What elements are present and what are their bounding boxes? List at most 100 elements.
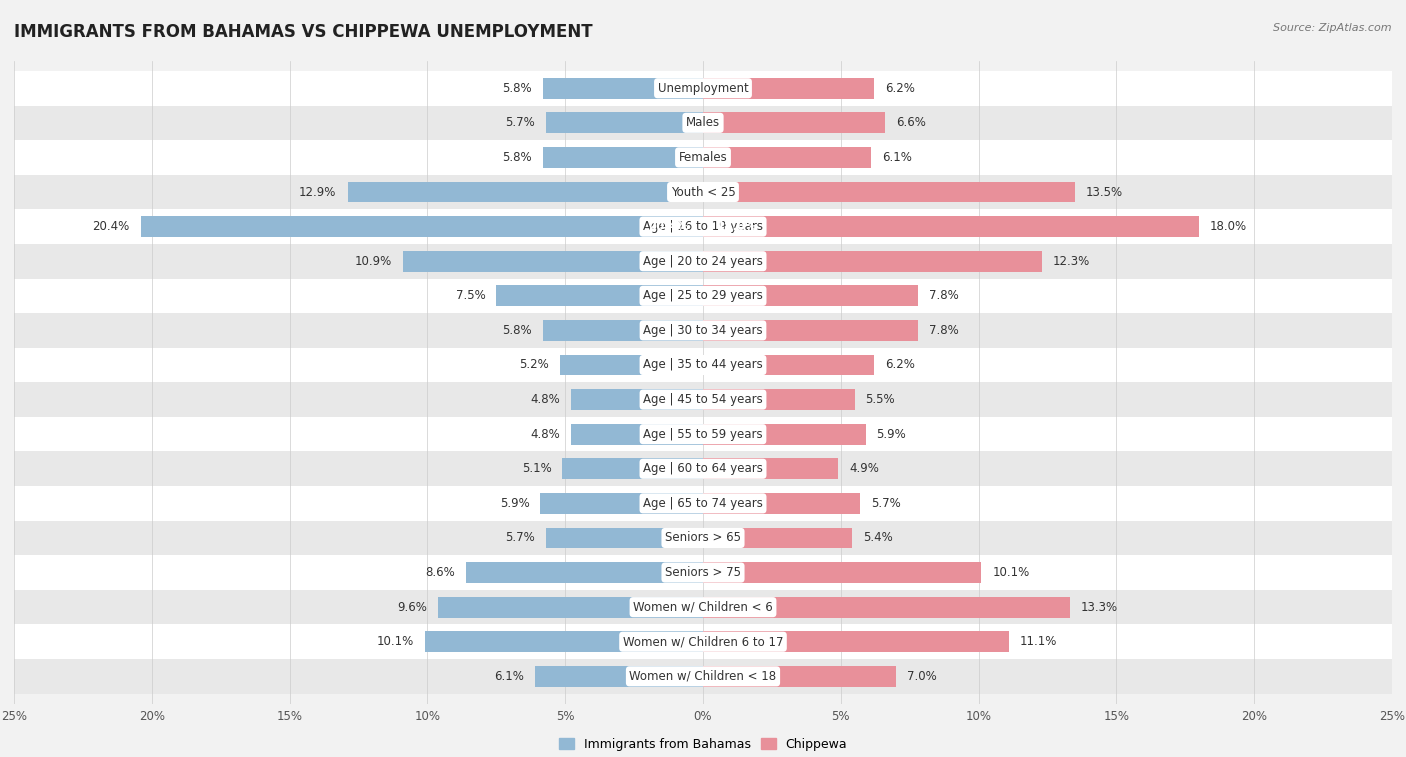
Text: 5.7%: 5.7%: [505, 117, 534, 129]
Bar: [571, 389, 703, 410]
Bar: [14, 451, 1392, 486]
Bar: [14, 590, 1392, 625]
Bar: [14, 417, 1392, 451]
Text: 20.4%: 20.4%: [93, 220, 129, 233]
Text: 5.8%: 5.8%: [502, 324, 531, 337]
Legend: Immigrants from Bahamas, Chippewa: Immigrants from Bahamas, Chippewa: [554, 733, 852, 755]
Bar: [703, 251, 1042, 272]
Bar: [14, 175, 1392, 210]
Text: 4.8%: 4.8%: [530, 428, 560, 441]
Bar: [703, 182, 1076, 202]
Text: 5.5%: 5.5%: [866, 393, 896, 406]
Bar: [546, 528, 703, 548]
Bar: [703, 389, 855, 410]
Text: Age | 30 to 34 years: Age | 30 to 34 years: [643, 324, 763, 337]
Bar: [543, 78, 703, 98]
Bar: [402, 251, 703, 272]
Text: Age | 60 to 64 years: Age | 60 to 64 years: [643, 463, 763, 475]
Bar: [543, 320, 703, 341]
Bar: [439, 597, 703, 618]
Bar: [560, 354, 703, 375]
Bar: [14, 105, 1392, 140]
Bar: [703, 631, 1010, 652]
Text: Age | 16 to 19 years: Age | 16 to 19 years: [643, 220, 763, 233]
Bar: [571, 424, 703, 444]
Text: 18.0%: 18.0%: [717, 220, 758, 233]
Bar: [14, 140, 1392, 175]
Text: Age | 20 to 24 years: Age | 20 to 24 years: [643, 254, 763, 268]
Text: 5.1%: 5.1%: [522, 463, 551, 475]
Text: Youth < 25: Youth < 25: [671, 185, 735, 198]
Text: Age | 65 to 74 years: Age | 65 to 74 years: [643, 497, 763, 510]
Bar: [14, 486, 1392, 521]
Text: 5.9%: 5.9%: [499, 497, 530, 510]
Bar: [347, 182, 703, 202]
Bar: [465, 562, 703, 583]
Bar: [703, 217, 1199, 237]
Text: 12.3%: 12.3%: [1053, 254, 1090, 268]
Text: 5.8%: 5.8%: [502, 151, 531, 164]
Bar: [14, 71, 1392, 105]
Bar: [14, 210, 1392, 244]
Bar: [703, 459, 838, 479]
Text: Age | 25 to 29 years: Age | 25 to 29 years: [643, 289, 763, 302]
Text: 10.9%: 10.9%: [354, 254, 392, 268]
Text: Age | 35 to 44 years: Age | 35 to 44 years: [643, 359, 763, 372]
Bar: [703, 597, 1070, 618]
Bar: [703, 147, 872, 168]
Text: Women w/ Children < 18: Women w/ Children < 18: [630, 670, 776, 683]
Text: Women w/ Children < 6: Women w/ Children < 6: [633, 600, 773, 614]
Bar: [14, 382, 1392, 417]
Text: 10.1%: 10.1%: [993, 566, 1029, 579]
Bar: [562, 459, 703, 479]
Text: 13.3%: 13.3%: [1081, 600, 1118, 614]
Bar: [540, 493, 703, 514]
Bar: [14, 625, 1392, 659]
Text: Seniors > 75: Seniors > 75: [665, 566, 741, 579]
Text: 7.8%: 7.8%: [929, 289, 959, 302]
Text: 5.8%: 5.8%: [502, 82, 531, 95]
Bar: [543, 147, 703, 168]
Bar: [14, 347, 1392, 382]
Bar: [703, 424, 866, 444]
Text: Age | 45 to 54 years: Age | 45 to 54 years: [643, 393, 763, 406]
Text: 4.9%: 4.9%: [849, 463, 879, 475]
Text: Women w/ Children 6 to 17: Women w/ Children 6 to 17: [623, 635, 783, 648]
Text: 7.0%: 7.0%: [907, 670, 936, 683]
Bar: [14, 555, 1392, 590]
Bar: [534, 666, 703, 687]
Text: 5.7%: 5.7%: [872, 497, 901, 510]
Bar: [546, 113, 703, 133]
Bar: [703, 320, 918, 341]
Bar: [14, 659, 1392, 693]
Bar: [14, 244, 1392, 279]
Text: 7.8%: 7.8%: [929, 324, 959, 337]
Bar: [703, 493, 860, 514]
Text: 10.1%: 10.1%: [377, 635, 413, 648]
Bar: [141, 217, 703, 237]
Bar: [14, 279, 1392, 313]
Bar: [703, 562, 981, 583]
Bar: [496, 285, 703, 306]
Text: Age | 55 to 59 years: Age | 55 to 59 years: [643, 428, 763, 441]
Text: 5.7%: 5.7%: [505, 531, 534, 544]
Text: Source: ZipAtlas.com: Source: ZipAtlas.com: [1274, 23, 1392, 33]
Text: Females: Females: [679, 151, 727, 164]
Text: 6.1%: 6.1%: [494, 670, 524, 683]
Text: Males: Males: [686, 117, 720, 129]
Bar: [703, 666, 896, 687]
Text: 9.6%: 9.6%: [398, 600, 427, 614]
Bar: [703, 285, 918, 306]
Text: 5.2%: 5.2%: [519, 359, 548, 372]
Bar: [703, 354, 875, 375]
Text: 6.6%: 6.6%: [896, 117, 925, 129]
Text: 8.6%: 8.6%: [425, 566, 456, 579]
Text: 5.9%: 5.9%: [876, 428, 907, 441]
Text: 6.2%: 6.2%: [884, 82, 915, 95]
Bar: [703, 528, 852, 548]
Text: 18.0%: 18.0%: [1211, 220, 1247, 233]
Text: Unemployment: Unemployment: [658, 82, 748, 95]
Bar: [14, 521, 1392, 555]
Bar: [703, 78, 875, 98]
Text: 20.4%: 20.4%: [648, 220, 689, 233]
